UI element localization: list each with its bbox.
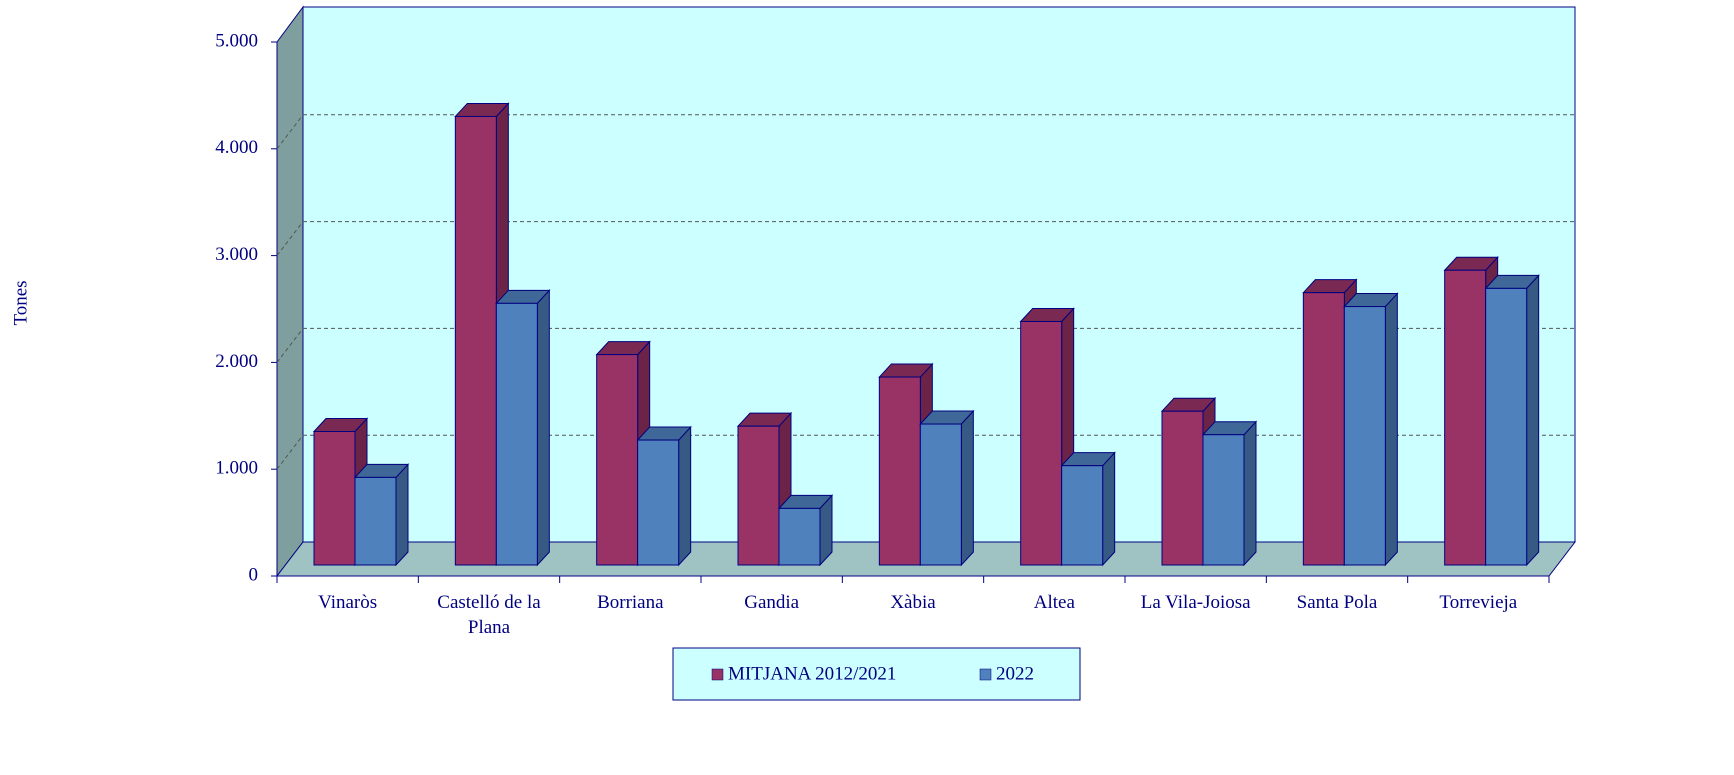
grid-line-side xyxy=(276,434,304,470)
bar xyxy=(454,115,497,566)
x-tick-label: Vinaròs xyxy=(318,592,378,613)
bar xyxy=(1020,320,1063,566)
grid-line-side xyxy=(276,221,304,256)
bar xyxy=(1161,410,1204,566)
bar-side xyxy=(1243,420,1257,567)
y-tick-label: 5.000 xyxy=(215,30,258,51)
bar-side xyxy=(536,289,550,567)
legend-label: 2022 xyxy=(996,663,1034,684)
bar xyxy=(637,439,680,566)
bar xyxy=(495,302,538,566)
bar xyxy=(778,507,821,566)
grid-line-side xyxy=(276,328,304,363)
bar xyxy=(1343,306,1386,566)
side-wall xyxy=(276,5,304,578)
bar-side xyxy=(1526,274,1540,567)
y-tick-label: 1.000 xyxy=(215,458,258,479)
bar-side xyxy=(678,425,692,567)
bar xyxy=(1302,292,1345,566)
x-tick-label: Borriana xyxy=(597,592,664,613)
bar xyxy=(737,425,780,566)
y-tick-label: 4.000 xyxy=(215,137,258,158)
x-tick-label: Torrevieja xyxy=(1439,592,1518,613)
bar xyxy=(1202,434,1245,566)
bar xyxy=(878,376,921,566)
y-tick-label: 3.000 xyxy=(215,244,258,265)
bar-side xyxy=(395,463,409,567)
bar-side xyxy=(1384,292,1398,567)
x-tick-label: Gandia xyxy=(744,592,800,613)
y-tick-label: 2.000 xyxy=(215,351,258,372)
legend-label: MITJANA 2012/2021 xyxy=(728,663,896,684)
bar-side xyxy=(960,409,974,567)
legend-swatch xyxy=(979,668,992,681)
x-tick-label: Altea xyxy=(1033,592,1075,613)
x-tick-label: Santa Pola xyxy=(1296,592,1378,613)
legend-box xyxy=(672,647,1081,701)
bar-side xyxy=(1102,451,1116,567)
bar xyxy=(919,423,962,566)
bar xyxy=(1061,465,1104,566)
bar xyxy=(1485,287,1528,566)
legend-swatch xyxy=(711,668,724,681)
x-tick-label: Castelló de la Plana xyxy=(437,592,541,638)
y-axis-label: Tones xyxy=(10,280,31,325)
bar xyxy=(596,354,639,566)
bar xyxy=(1444,269,1487,566)
x-tick-label: La Vila-Joiosa xyxy=(1140,592,1251,613)
bar xyxy=(313,431,356,566)
y-tick-label: 0 xyxy=(249,564,259,585)
bar xyxy=(354,476,397,566)
x-tick-label: Xàbia xyxy=(890,592,936,613)
grid-line-side xyxy=(276,114,304,150)
